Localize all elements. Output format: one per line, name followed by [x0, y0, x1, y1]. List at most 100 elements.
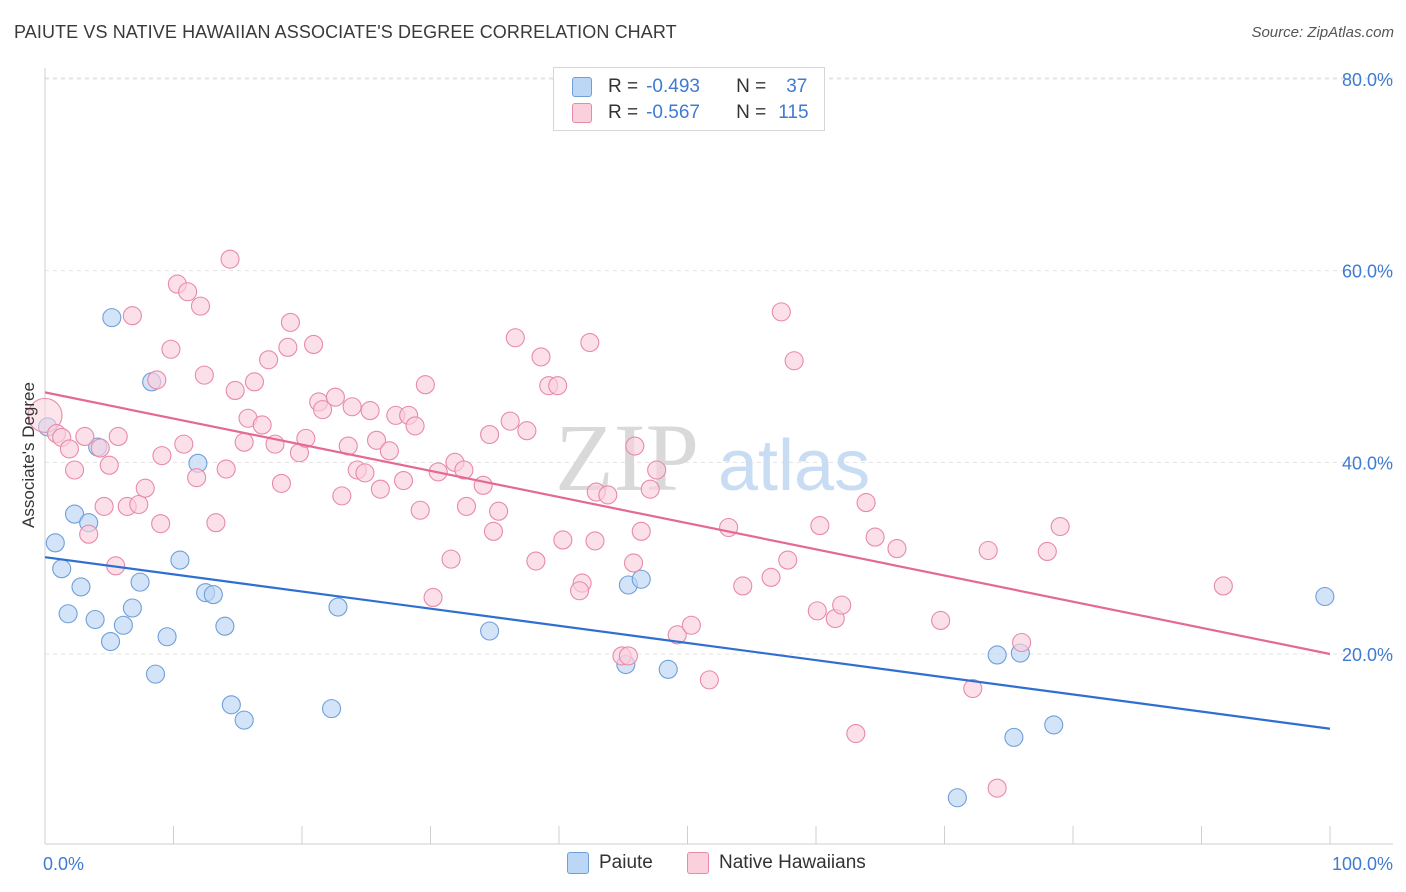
native-hawaiian-point — [623, 553, 644, 573]
paiute-point — [1044, 715, 1064, 735]
native-hawaiian-point — [963, 678, 983, 699]
native-hawaiian-point — [79, 524, 99, 544]
native-hawaiian-point — [410, 500, 430, 520]
legend-row-paiute: R = -0.493 N = 37 — [572, 75, 807, 99]
native-hawaiian-point — [220, 249, 240, 269]
paiute-point — [100, 631, 121, 652]
native-hawaiian-point — [75, 426, 95, 447]
native-hawaiian-point — [122, 306, 142, 326]
native-hawaiian-point — [441, 549, 461, 569]
y-tick-label: 20.0% — [1342, 645, 1393, 665]
watermark-atlas: atlas — [718, 426, 870, 506]
native-hawaiian-point — [65, 460, 85, 480]
native-hawaiian-point — [355, 463, 375, 483]
paiute-point — [203, 585, 223, 605]
x-tick-label: 100.0% — [1332, 854, 1393, 874]
legend-swatch-native-hawaiians — [572, 103, 592, 123]
native-hawaiian-point — [178, 282, 198, 302]
native-hawaiian-point — [553, 530, 573, 550]
native-hawaiian-point — [856, 493, 876, 513]
native-hawaiian-point — [90, 438, 110, 458]
native-hawaiian-point — [598, 485, 618, 505]
paiute-point — [170, 550, 190, 570]
y-axis-label: Associate's Degree — [19, 382, 38, 528]
paiute-point — [480, 621, 500, 641]
native-hawaiian-point — [517, 421, 537, 441]
watermark-zip: ZIP — [555, 404, 699, 511]
native-hawaiian-point — [454, 460, 474, 480]
native-hawaiian-point — [187, 468, 207, 488]
legend-n-value: 115 — [778, 102, 809, 123]
native-hawaiian-point — [846, 723, 866, 744]
legend-item-paiute: Paiute — [567, 852, 653, 874]
native-hawaiian-point — [366, 430, 387, 450]
tick-labels: 20.0% 40.0% 60.0% 80.0% 0.0% 100.0% — [43, 70, 1393, 874]
native-hawaiian-point — [379, 441, 399, 461]
axes — [44, 68, 1393, 845]
paiute-trend-line — [44, 556, 1331, 730]
native-hawaiian-point — [810, 516, 830, 536]
legend-swatch-paiute — [567, 852, 589, 874]
native-hawaiian-point — [234, 432, 254, 452]
series-native-hawaiians-points — [27, 249, 1233, 798]
native-hawaiian-point — [505, 328, 525, 348]
native-hawaiian-point — [585, 531, 605, 551]
native-hawaiian-point — [978, 540, 998, 561]
native-hawaiian-point — [271, 473, 291, 493]
native-hawaiian-point — [152, 446, 172, 466]
paiute-point — [215, 616, 235, 636]
legend-n-value: 37 — [786, 76, 808, 97]
native-hawaiian-point — [832, 595, 852, 615]
native-hawaiian-point — [225, 380, 245, 401]
native-hawaiian-point — [1037, 541, 1057, 562]
native-hawaiian-point — [147, 370, 167, 390]
legend-row-native-hawaiians: R = -0.567 N = 115 — [572, 101, 809, 125]
native-hawaiian-point — [59, 439, 79, 459]
paiute-point — [1315, 586, 1335, 607]
paiute-point — [234, 710, 254, 730]
native-hawaiian-point — [987, 778, 1007, 798]
paiute-point — [130, 572, 150, 592]
y-tick-label: 40.0% — [1342, 453, 1393, 473]
native-hawaiian-point — [580, 332, 600, 353]
paiute-point — [102, 308, 122, 328]
native-hawaiian-point — [761, 567, 781, 587]
native-hawaiian-point — [887, 539, 907, 559]
native-hawaiian-point — [667, 625, 687, 645]
paiute-point — [145, 664, 166, 684]
legend-label-paiute: Paiute — [599, 852, 653, 873]
paiute-point — [65, 504, 85, 524]
native-hawaiian-point — [771, 302, 791, 322]
native-hawaiian-point — [174, 434, 194, 454]
legend-r-label: R = — [608, 76, 639, 97]
paiute-point — [221, 695, 241, 715]
native-hawaiian-point — [129, 494, 149, 515]
native-hawaiian-point — [216, 459, 236, 479]
source-label: Source: ZipAtlas.com — [1251, 24, 1394, 41]
native-hawaiian-point — [1213, 576, 1233, 596]
native-hawaiian-point — [681, 615, 701, 635]
paiute-point — [113, 615, 133, 635]
paiute-point — [157, 627, 177, 647]
native-hawaiians-trend-line — [44, 391, 1331, 656]
x-tick-label: 0.0% — [43, 854, 84, 874]
native-hawaiian-point — [278, 337, 298, 357]
native-hawaiian-point — [570, 581, 590, 601]
native-hawaiian-point — [161, 339, 181, 359]
paiute-point — [947, 788, 967, 808]
native-hawaiian-point — [190, 296, 211, 316]
native-hawaiian-point — [778, 550, 798, 570]
y-tick-label: 60.0% — [1342, 262, 1393, 282]
native-hawaiian-point — [480, 424, 500, 445]
native-hawaiian-point — [244, 372, 265, 392]
native-hawaiian-point — [931, 610, 951, 631]
native-hawaiian-point — [807, 601, 827, 621]
native-hawaiian-point — [135, 478, 155, 498]
native-hawaiian-point — [405, 416, 425, 436]
native-hawaiian-point — [280, 312, 300, 332]
trend-lines — [44, 391, 1331, 730]
legend-label-native-hawaiians: Native Hawaiians — [719, 852, 866, 873]
y-tick-label: 80.0% — [1342, 70, 1393, 90]
native-hawaiian-point — [99, 455, 119, 475]
